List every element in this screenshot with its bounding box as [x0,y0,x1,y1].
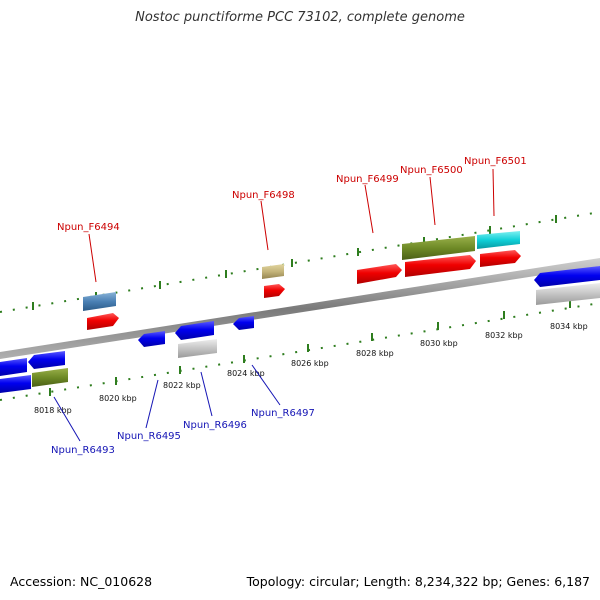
gene-f6501-feature[interactable] [477,231,520,249]
gene-f6498[interactable] [264,284,285,298]
gene-f6500[interactable] [405,255,476,277]
gene-r6497[interactable] [233,316,254,330]
gene-left-2[interactable] [0,375,31,393]
gene-label-f6499[interactable]: Npun_F6499 [336,174,399,185]
scale-label: 8032 kbp [485,331,523,340]
scale-label: 8030 kbp [420,339,458,348]
gene-left-1[interactable] [0,358,27,376]
accession-text: Accession: NC_010628 [10,574,153,589]
scale-label: 8020 kbp [99,394,137,403]
label-leader-lines [53,168,495,442]
gene-labels: Npun_F6494 Npun_F6498 Npun_F6499 Npun_F6… [51,156,527,456]
gene-f6494-feature[interactable] [83,292,116,311]
topology-text: Topology: circular; Length: 8,234,322 bp… [246,574,590,589]
scale-label: 8034 kbp [550,322,588,331]
gene-label-f6501[interactable]: Npun_F6501 [464,156,527,167]
gene-r6496[interactable] [175,321,214,340]
scale-label: 8026 kbp [291,359,329,368]
gene-label-r6496[interactable]: Npun_R6496 [183,420,247,431]
gene-r6493-feature[interactable] [32,368,68,387]
gene-label-f6494[interactable]: Npun_F6494 [57,222,120,233]
scale-label: 8022 kbp [163,381,201,390]
forward-genes [83,231,521,330]
gene-right-blue[interactable] [534,266,600,287]
gene-f6498-feature[interactable] [262,264,284,279]
gene-label-f6498[interactable]: Npun_F6498 [232,190,295,201]
gene-label-r6495[interactable]: Npun_R6495 [117,431,181,442]
reverse-major-ticks [49,300,571,396]
scale-label: 8028 kbp [356,349,394,358]
gene-f6494[interactable] [87,313,119,330]
map-title: Nostoc punctiforme PCC 73102, complete g… [135,10,465,25]
gene-label-r6497[interactable]: Npun_R6497 [251,408,315,419]
gene-right-gray[interactable] [536,283,600,305]
gene-r6496-feature[interactable] [178,339,217,358]
gene-f6499[interactable] [357,264,402,284]
gene-r6493[interactable] [28,351,65,369]
scale-label: 8018 kbp [34,406,72,415]
reverse-genes [0,266,600,393]
gene-r6495[interactable] [138,331,165,347]
gene-f6500-feature[interactable] [402,236,475,260]
scale-labels: 8018 kbp 8020 kbp 8022 kbp 8024 kbp 8026… [34,322,588,415]
scale-label: 8024 kbp [227,369,265,378]
gene-f6501[interactable] [480,250,521,267]
gene-label-f6500[interactable]: Npun_F6500 [400,165,463,176]
gene-label-r6493[interactable]: Npun_R6493 [51,445,115,456]
